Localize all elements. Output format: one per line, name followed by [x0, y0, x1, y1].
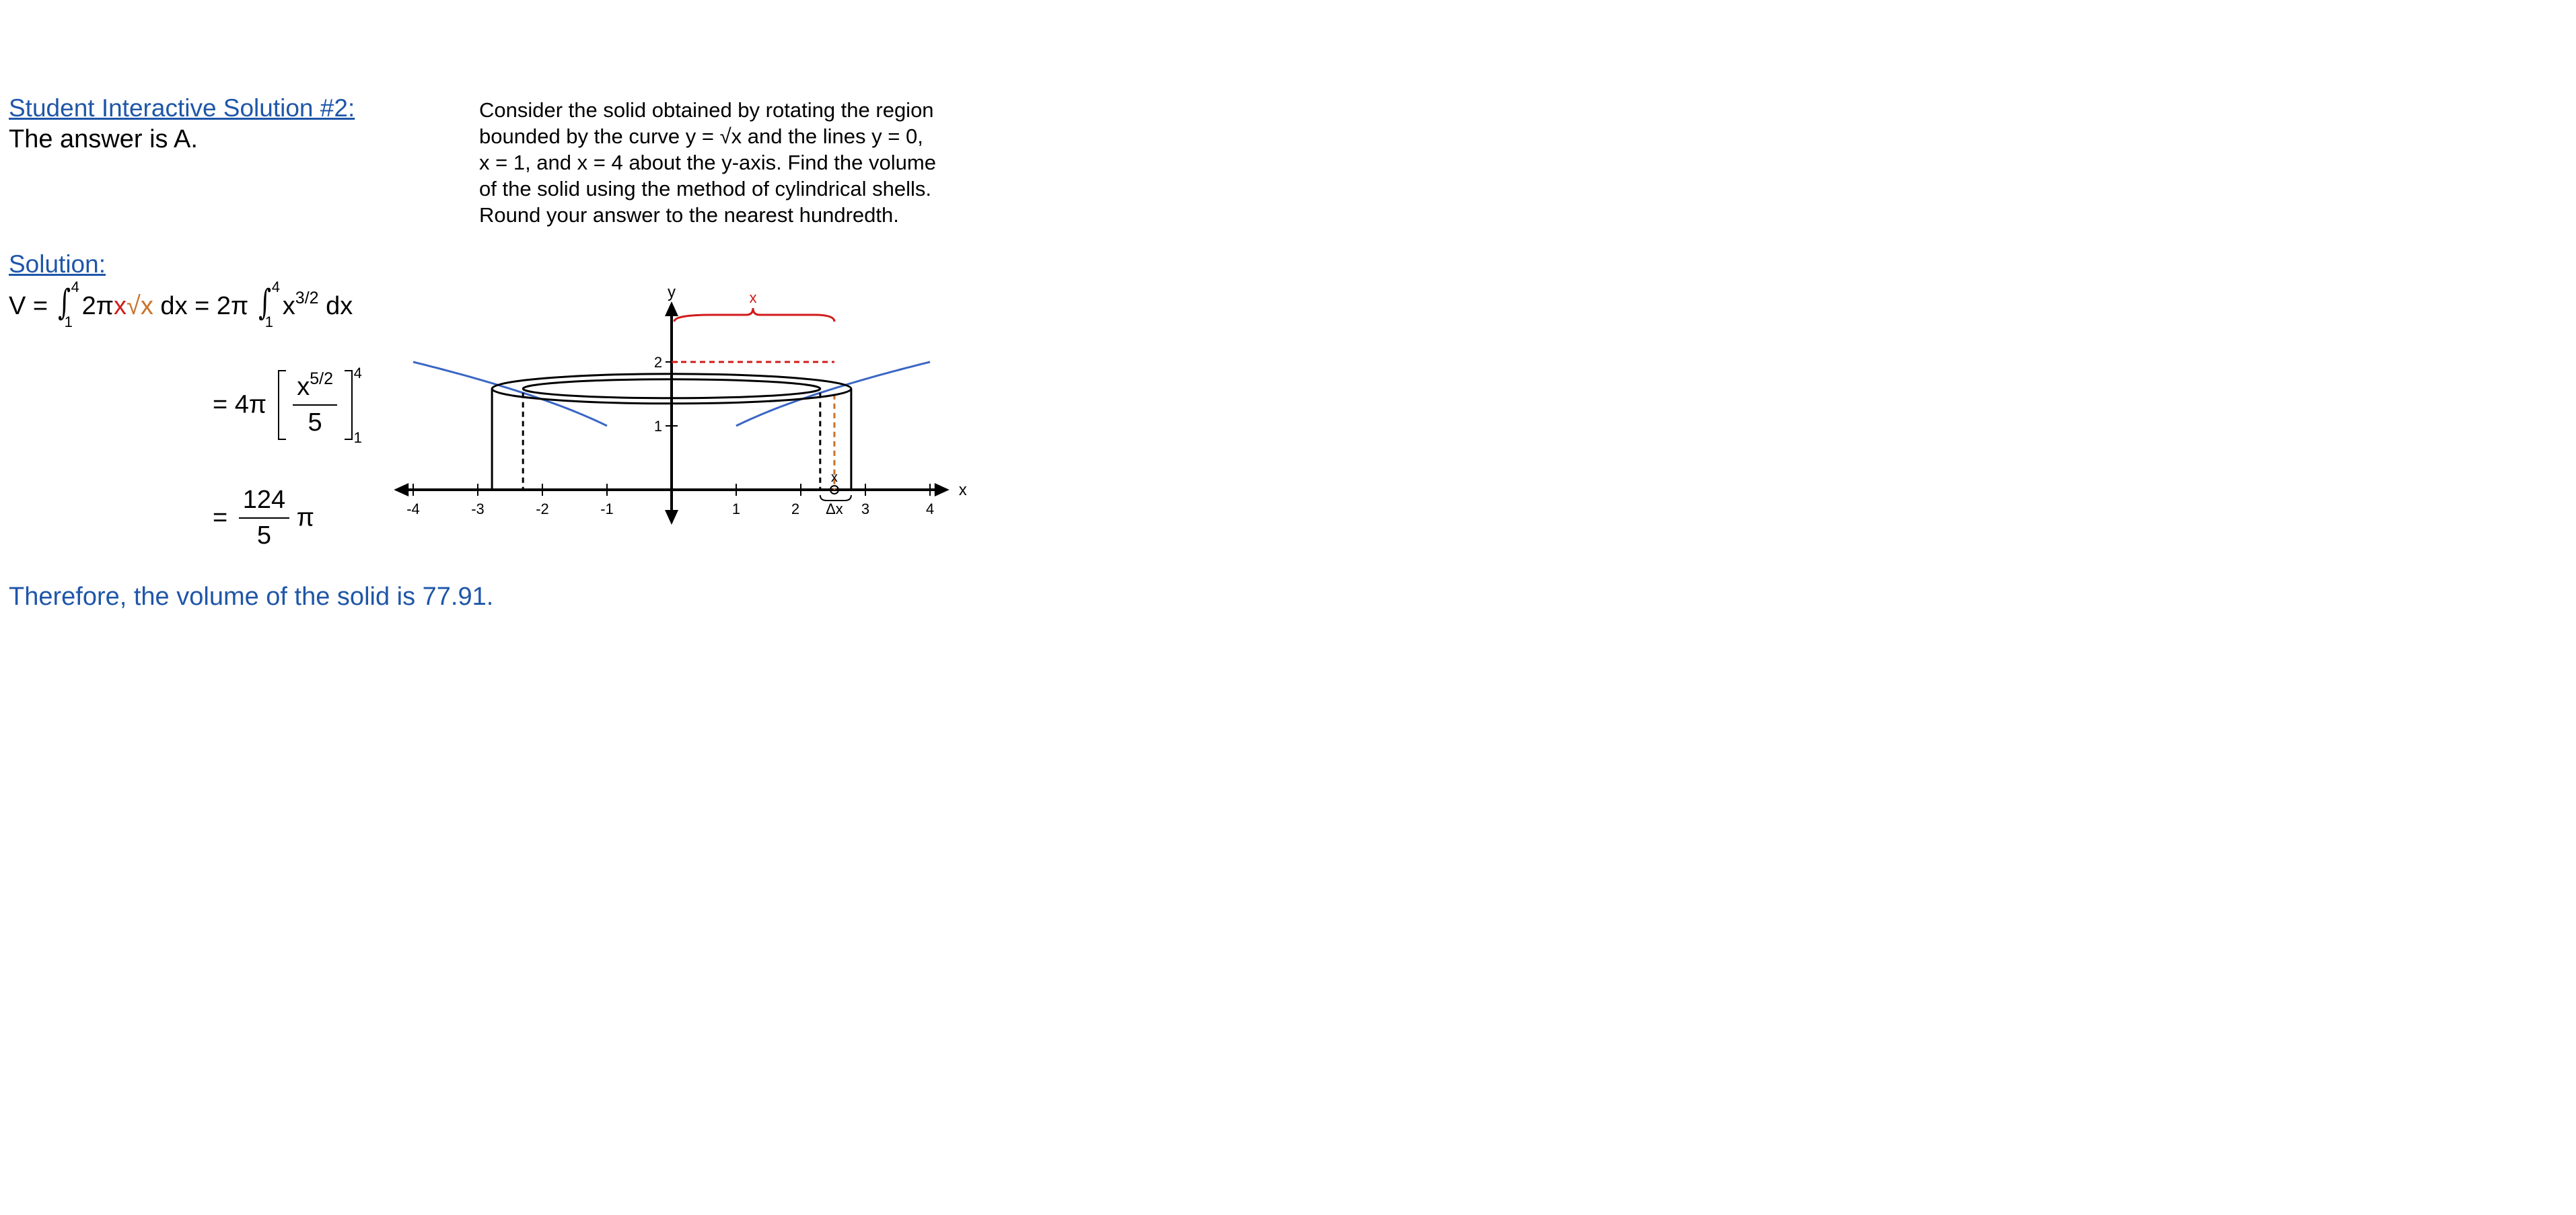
problem-statement: Consider the solid obtained by rotating … [479, 97, 1004, 228]
radius-label: x [749, 289, 756, 306]
problem-line-2-end: and the lines y = 0, [742, 124, 923, 148]
curve-right [736, 361, 931, 427]
x-tick-label: -2 [536, 501, 549, 517]
fraction-124-over-5: 124 5 [238, 486, 290, 550]
x-tick-label: -4 [406, 501, 420, 517]
integral-2: ∫ 4 1 [256, 279, 283, 330]
bracket-upper: 4 [353, 365, 362, 381]
y-axis-label: y [668, 283, 676, 301]
integral-sign-icon: ∫ [258, 283, 271, 323]
shell-top-outer-ellipse [491, 373, 853, 405]
delta-brace [819, 494, 852, 501]
radius-brace [673, 307, 836, 322]
curve-left [413, 361, 608, 427]
conclusion-text: Therefore, the volume of the solid is 77… [9, 583, 494, 611]
fraction-x52-over-5: x5/2 5 [293, 369, 337, 437]
y-axis-down-arrow-icon [665, 510, 678, 525]
exponent-3-2: 3/2 [295, 289, 319, 307]
x-axis-label: x [959, 481, 967, 499]
y-axis-up-arrow-icon [665, 301, 678, 316]
problem-line-2: bounded by the curve y = √x and the line… [479, 123, 1004, 149]
problem-line-1: Consider the solid obtained by rotating … [479, 98, 934, 122]
diagram-group: y x -4 -3 -2 -1 1 2 3 4 1 2 x x Δx [394, 283, 967, 525]
integral-1-upper: 4 [71, 279, 79, 295]
x-tick-label: -3 [471, 501, 485, 517]
x-axis-left-arrow-icon [394, 483, 409, 496]
integral-2-lower: 1 [264, 314, 274, 330]
frac-num-exp: 5/2 [310, 369, 333, 388]
shell-top-inner-ellipse [522, 378, 822, 400]
integral-2-upper: 4 [271, 279, 281, 295]
shell-radius: x [114, 292, 127, 320]
answer-text: The answer is A. [9, 125, 198, 153]
pi-symbol: π [296, 503, 314, 532]
bracket-lower: 1 [353, 429, 362, 446]
sample-point [829, 485, 839, 494]
shell-diagram: y x -4 -3 -2 -1 1 2 3 4 1 2 x x Δx [394, 283, 967, 525]
dx-equals: dx = 2π [153, 292, 256, 320]
frac-5: 5 [256, 521, 272, 550]
step3-prefix: = [213, 503, 228, 532]
sqrt-x: √x [719, 124, 742, 148]
integral-1: ∫ 4 1 [55, 279, 82, 330]
integral-1-lower: 1 [64, 314, 73, 330]
problem-line-3: x = 1, and x = 4 about the y-axis. Find … [479, 151, 936, 174]
dx-2: dx [318, 292, 353, 320]
integrand-x: x [282, 292, 295, 320]
left-bracket [277, 370, 286, 440]
step2-prefix: = 4π [213, 390, 267, 419]
right-bracket: 4 1 [344, 365, 362, 446]
x-tick-label: 3 [861, 501, 869, 517]
problem-line-5: Round your answer to the nearest hundred… [479, 203, 899, 227]
coef-2pi: 2π [81, 292, 114, 320]
y-tick-label: 1 [654, 418, 662, 435]
result-step: = 124 5 π [213, 486, 314, 550]
x-tick-label: 2 [791, 501, 799, 517]
shell-height: √x [127, 292, 153, 320]
volume-integral: V = ∫ 4 1 2πx√x dx = 2π ∫ 4 1 x3/2 dx [9, 279, 353, 330]
problem-line-2-text: bounded by the curve y = [479, 124, 720, 148]
antiderivative-step: = 4π x5/2 5 4 1 [213, 365, 362, 446]
x-tick-label: 1 [732, 501, 740, 517]
volume-lhs: V = [9, 292, 55, 320]
x-tick-label: 4 [926, 501, 934, 517]
delta-x-label: Δx [826, 501, 843, 517]
solution-link[interactable]: Student Interactive Solution #2: [9, 94, 355, 122]
frac-num-x: x [297, 373, 310, 401]
x-tick-label: -1 [600, 501, 614, 517]
frac-den: 5 [308, 408, 322, 437]
y-tick-label: 2 [654, 354, 662, 371]
x-axis-right-arrow-icon [934, 483, 950, 496]
frac-124: 124 [238, 486, 290, 519]
sample-x-label: x [831, 470, 838, 485]
integral-sign-icon: ∫ [57, 283, 71, 323]
solution-label[interactable]: Solution: [9, 250, 106, 278]
problem-line-4: of the solid using the method of cylindr… [479, 177, 932, 200]
